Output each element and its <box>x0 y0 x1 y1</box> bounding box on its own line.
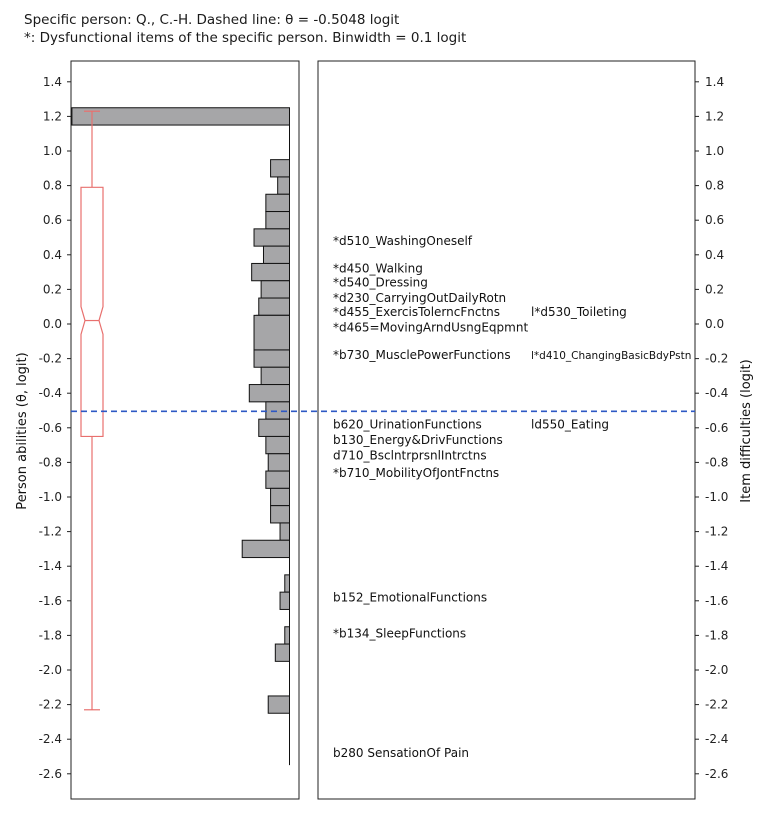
histogram-bar <box>267 453 290 472</box>
histogram-bar <box>251 262 291 282</box>
right-tick-label: 1.0 <box>705 144 724 158</box>
y-axis-label-right: Item difficulties (logit) <box>739 359 754 502</box>
right-tick-label: 0.2 <box>705 282 724 296</box>
histogram-bar <box>260 366 290 386</box>
left-tick-label: -2.6 <box>39 767 62 781</box>
item-label: b280 SensationOf Pain <box>333 746 469 760</box>
right-tick-label: -0.4 <box>705 386 728 400</box>
histogram-bar <box>265 470 291 489</box>
histogram-bar <box>241 539 290 559</box>
right-tick-label: -1.4 <box>705 559 728 573</box>
histogram-bar <box>260 280 290 299</box>
histogram-bar <box>284 574 290 593</box>
item-label: d710_BsclntrprsnlIntrctns <box>333 448 487 462</box>
item-label: b152_EmotionalFunctions <box>333 590 487 604</box>
histogram-bar <box>277 176 290 195</box>
histogram-bar <box>279 522 291 541</box>
right-tick-label: -1.2 <box>705 525 728 539</box>
left-tick-label: -2.4 <box>39 732 62 746</box>
histogram-bar <box>71 107 290 126</box>
right-tick-label: 0.6 <box>705 213 724 227</box>
left-tick-label: -0.8 <box>39 455 62 469</box>
left-y-axis: 1.4 1.2 1.0 0.8 0.6 0.4 0.2 0.0 -0.2 -0.4 -0.6 -0.8… <box>39 75 71 781</box>
histogram-bar <box>270 159 290 178</box>
item-label: *b710_MobilityOfJontFnctns <box>333 466 499 480</box>
histogram-bar <box>253 349 290 368</box>
left-tick-label: -0.6 <box>39 421 62 435</box>
right-tick-label: -2.6 <box>705 767 728 781</box>
left-tick-label: 0.6 <box>43 213 62 227</box>
item-label: *d450_Walking <box>333 262 423 276</box>
person-panel-frame <box>70 60 300 800</box>
chart-title-line-1: Specific person: Q., C.-H. Dashed line: … <box>24 12 400 28</box>
histogram-bar <box>279 591 291 610</box>
histogram-bar <box>265 211 291 230</box>
item-label: *d230_CarryingOutDailyRotn <box>333 291 506 305</box>
right-tick-label: -1.6 <box>705 594 728 608</box>
left-tick-label: 0.2 <box>43 282 62 296</box>
item-label: b620_UrinationFunctions <box>333 417 482 431</box>
right-tick-label: 0.8 <box>705 179 724 193</box>
item-label: ld550_Eating <box>531 417 609 431</box>
right-tick-label: -0.6 <box>705 421 728 435</box>
chart-title-line-2: *: Dysfunctional items of the specific p… <box>24 30 467 46</box>
right-tick-label: -1.0 <box>705 490 728 504</box>
histogram-bar <box>267 695 290 714</box>
right-tick-label: -0.8 <box>705 455 728 469</box>
left-tick-label: -2.0 <box>39 663 62 677</box>
left-tick-label: -0.4 <box>39 386 62 400</box>
histogram-bar <box>262 245 290 264</box>
histogram-bar <box>265 193 291 213</box>
right-tick-label: -2.2 <box>705 698 728 712</box>
histogram-bar <box>253 314 290 351</box>
histogram-bar <box>284 626 290 645</box>
left-tick-label: -0.2 <box>39 352 62 366</box>
item-label: *d510_WashingOneself <box>333 234 473 248</box>
histogram-bar <box>274 643 290 662</box>
item-label: l*d410_ChangingBasicBdyPstn <box>531 350 691 362</box>
histogram-bar <box>270 487 290 507</box>
left-tick-label: 1.2 <box>43 109 62 123</box>
left-tick-label: -2.2 <box>39 698 62 712</box>
item-label: l*d530_Toileting <box>531 305 627 319</box>
right-y-axis: 1.4 1.2 1.0 0.8 0.6 0.4 0.2 0.0 -0.2 -0.4 -0.6 -0.8… <box>695 75 728 781</box>
right-tick-label: -2.0 <box>705 663 728 677</box>
histogram-bar <box>258 297 291 316</box>
left-tick-label: -1.8 <box>39 628 62 642</box>
right-tick-label: -0.2 <box>705 352 728 366</box>
left-tick-label: 1.0 <box>43 144 62 158</box>
left-tick-label: -1.4 <box>39 559 62 573</box>
left-tick-label: 0.0 <box>43 317 62 331</box>
right-tick-label: -1.8 <box>705 628 728 642</box>
item-panel: *d510_WashingOneself *d450_Walking*d540_D… <box>317 60 696 800</box>
left-tick-label: 0.4 <box>43 248 62 262</box>
left-tick-label: 0.8 <box>43 179 62 193</box>
item-label: *d465=MovingArndUsngEqpmnt <box>333 320 528 334</box>
right-tick-label: -2.4 <box>705 732 728 746</box>
histogram-bar <box>253 228 290 247</box>
histogram-bar <box>265 401 291 420</box>
left-tick-label: -1.0 <box>39 490 62 504</box>
right-tick-label: 1.2 <box>705 109 724 123</box>
histogram-bar <box>258 418 291 437</box>
histogram-bar <box>265 435 291 455</box>
person-panel <box>70 60 300 800</box>
item-label: *b134_SleepFunctions <box>333 627 466 641</box>
histogram-bar <box>270 505 290 524</box>
left-tick-label: -1.6 <box>39 594 62 608</box>
histogram-bar <box>248 384 290 403</box>
item-label: b130_Energy&DrivFunctions <box>333 433 503 447</box>
right-tick-label: 0.0 <box>705 317 724 331</box>
item-label: *d540_Dressing <box>333 275 428 289</box>
item-panel-frame <box>317 60 696 800</box>
item-label: *d455_ExercisTolerncFnctns <box>333 305 500 319</box>
left-tick-label: -1.2 <box>39 525 62 539</box>
right-tick-label: 1.4 <box>705 75 724 89</box>
y-axis-label-left: Person abilities (θ, logit) <box>15 352 30 509</box>
left-tick-label: 1.4 <box>43 75 62 89</box>
item-label: *b730_MusclePowerFunctions <box>333 348 511 362</box>
boxplot-notched-box <box>80 186 104 438</box>
right-tick-label: 0.4 <box>705 248 724 262</box>
